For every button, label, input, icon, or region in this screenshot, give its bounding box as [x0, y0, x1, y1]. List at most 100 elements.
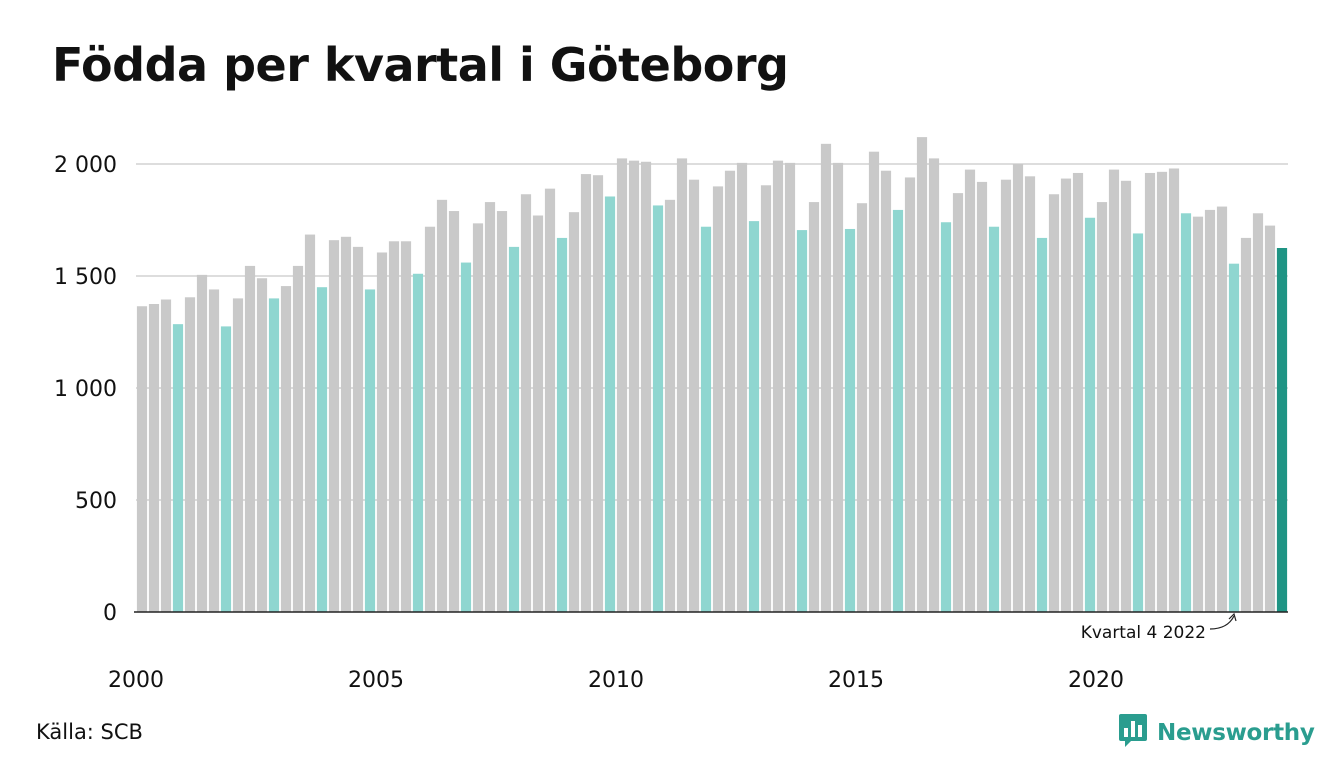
- bar[interactable]: [508, 246, 520, 612]
- bar[interactable]: [1204, 209, 1216, 613]
- bar[interactable]: [136, 306, 148, 612]
- bar[interactable]: [616, 158, 628, 612]
- bar[interactable]: [988, 226, 1000, 612]
- bar[interactable]: [184, 297, 196, 612]
- bar[interactable]: [1108, 169, 1120, 612]
- bar-chart-speech-bubble-icon: [1118, 713, 1148, 753]
- bar[interactable]: [1060, 178, 1072, 612]
- bar[interactable]: [784, 162, 796, 612]
- bar[interactable]: [880, 170, 892, 612]
- bar[interactable]: [256, 278, 268, 612]
- bar[interactable]: [1096, 202, 1108, 612]
- bar[interactable]: [484, 202, 496, 612]
- bar[interactable]: [268, 298, 280, 612]
- bar[interactable]: [196, 274, 208, 612]
- bar[interactable]: [304, 234, 316, 612]
- bar[interactable]: [964, 169, 976, 612]
- bar[interactable]: [712, 186, 724, 612]
- bar[interactable]: [772, 160, 784, 612]
- bar[interactable]: [1144, 172, 1156, 612]
- bar[interactable]: [388, 241, 400, 612]
- bar[interactable]: [760, 185, 772, 612]
- bar[interactable]: [472, 223, 484, 613]
- bar[interactable]: [856, 203, 868, 612]
- newsworthy-logo[interactable]: Newsworthy: [1118, 713, 1315, 753]
- bar[interactable]: [436, 199, 448, 612]
- bar[interactable]: [340, 236, 352, 613]
- bar[interactable]: [640, 161, 652, 612]
- bar[interactable]: [544, 188, 556, 612]
- bar[interactable]: [280, 286, 292, 612]
- bar[interactable]: [532, 215, 544, 612]
- bar[interactable]: [580, 174, 592, 612]
- bar[interactable]: [1156, 171, 1168, 612]
- bar[interactable]: [1120, 180, 1132, 613]
- bar[interactable]: [1012, 164, 1024, 612]
- bar[interactable]: [172, 324, 184, 612]
- bar[interactable]: [736, 162, 748, 612]
- bar[interactable]: [1036, 237, 1048, 613]
- bar[interactable]: [832, 162, 844, 612]
- bar[interactable]: [496, 211, 508, 613]
- bar[interactable]: [808, 202, 820, 612]
- bar[interactable]: [1132, 233, 1144, 612]
- bar[interactable]: [796, 230, 808, 612]
- x-tick-label: 2005: [348, 668, 404, 693]
- bar[interactable]: [1240, 237, 1252, 613]
- bar[interactable]: [1000, 179, 1012, 612]
- bar[interactable]: [1276, 248, 1288, 612]
- source-note: Källa: SCB: [36, 720, 143, 744]
- bar[interactable]: [1072, 172, 1084, 612]
- bar[interactable]: [1168, 168, 1180, 613]
- bar[interactable]: [328, 240, 340, 612]
- bar[interactable]: [1192, 216, 1204, 612]
- bar[interactable]: [844, 228, 856, 612]
- bar[interactable]: [412, 273, 424, 612]
- bar[interactable]: [1048, 194, 1060, 613]
- bar[interactable]: [244, 265, 256, 612]
- bar[interactable]: [664, 199, 676, 612]
- bar[interactable]: [208, 289, 220, 612]
- bar[interactable]: [160, 299, 172, 612]
- bar[interactable]: [688, 179, 700, 612]
- bar[interactable]: [892, 209, 904, 613]
- bar[interactable]: [676, 158, 688, 612]
- bar[interactable]: [400, 241, 412, 612]
- bar[interactable]: [424, 226, 436, 612]
- bar[interactable]: [928, 158, 940, 612]
- bar[interactable]: [952, 193, 964, 612]
- bar[interactable]: [940, 222, 952, 613]
- bar[interactable]: [292, 265, 304, 612]
- bar[interactable]: [820, 143, 832, 612]
- bar[interactable]: [364, 289, 376, 612]
- bar[interactable]: [700, 226, 712, 612]
- bar[interactable]: [460, 262, 472, 612]
- bar[interactable]: [1264, 225, 1276, 612]
- bar[interactable]: [1024, 176, 1036, 612]
- bar[interactable]: [976, 181, 988, 613]
- bar[interactable]: [1180, 213, 1192, 612]
- bar[interactable]: [748, 221, 760, 612]
- bar[interactable]: [1084, 217, 1096, 612]
- bar[interactable]: [520, 194, 532, 613]
- bar[interactable]: [220, 326, 232, 612]
- bar[interactable]: [1216, 206, 1228, 612]
- bar[interactable]: [232, 298, 244, 612]
- bar[interactable]: [904, 177, 916, 612]
- bar[interactable]: [568, 212, 580, 612]
- bar[interactable]: [604, 196, 616, 613]
- bar[interactable]: [352, 246, 364, 612]
- bar[interactable]: [1252, 213, 1264, 612]
- bar[interactable]: [916, 137, 928, 612]
- bar[interactable]: [592, 175, 604, 612]
- bar[interactable]: [376, 252, 388, 613]
- bar[interactable]: [448, 211, 460, 613]
- bar[interactable]: [316, 287, 328, 612]
- bar[interactable]: [148, 304, 160, 612]
- bar[interactable]: [724, 170, 736, 612]
- bar[interactable]: [556, 237, 568, 613]
- bar[interactable]: [868, 151, 880, 612]
- bar[interactable]: [652, 205, 664, 612]
- bar[interactable]: [1228, 263, 1240, 612]
- bar[interactable]: [628, 160, 640, 612]
